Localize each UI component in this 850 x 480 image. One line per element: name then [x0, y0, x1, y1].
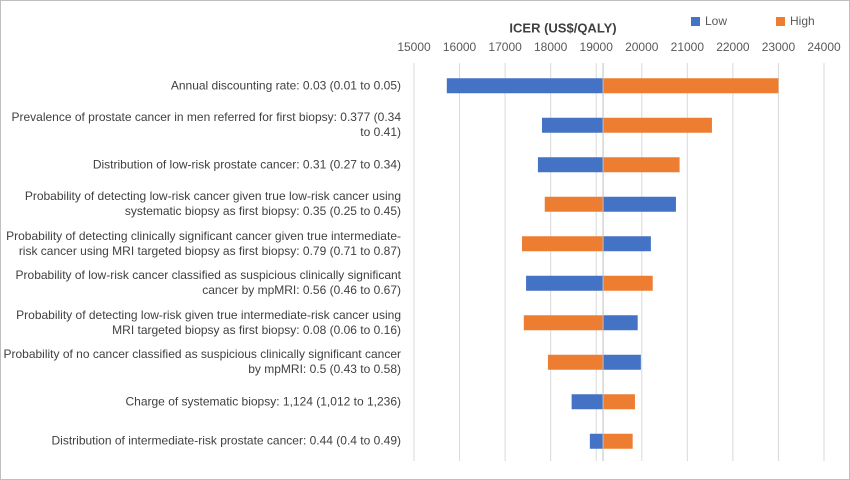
bar [542, 117, 604, 133]
bar [603, 117, 712, 133]
x-tick-label: 16000 [443, 40, 477, 54]
x-tick-label: 15000 [397, 40, 431, 54]
x-tick-label: 23000 [762, 40, 796, 54]
legend-label: High [790, 14, 815, 28]
category-label: Probability of detecting low-risk cancer… [24, 189, 401, 219]
bar [537, 157, 604, 173]
legend-swatch [691, 17, 700, 26]
category-label: Charge of systematic biopsy: 1,124 (1,01… [125, 394, 402, 409]
bar [446, 78, 604, 94]
bar [521, 236, 604, 252]
x-tick-label: 21000 [671, 40, 705, 54]
bar [603, 196, 676, 212]
bar [547, 354, 604, 370]
category-label: Distribution of intermediate-risk prosta… [51, 433, 402, 448]
category-label: Prevalence of prostate cancer in men ref… [11, 110, 401, 140]
legend-swatch [776, 17, 785, 26]
bar [589, 433, 604, 449]
x-tick-label: 22000 [716, 40, 750, 54]
bar [603, 157, 680, 173]
bar [603, 315, 638, 331]
x-tick-label: 24000 [807, 40, 841, 54]
category-label: Probability of low-risk cancer classifie… [15, 268, 401, 298]
x-tick-label: 18000 [534, 40, 568, 54]
bar [571, 394, 604, 410]
category-label: Probability of no cancer classified as s… [3, 347, 401, 377]
category-label: Annual discounting rate: 0.03 (0.01 to 0… [170, 78, 401, 93]
legend-label: Low [705, 14, 727, 28]
x-tick-label: 20000 [625, 40, 659, 54]
category-label: Probability of detecting clinically sign… [6, 228, 401, 258]
bar [603, 354, 641, 370]
bar [603, 236, 651, 252]
x-tick-label: 19000 [580, 40, 614, 54]
x-tick-label: 17000 [488, 40, 522, 54]
bar [544, 196, 604, 212]
category-label: Probability of detecting low-risk given … [16, 307, 401, 337]
bar [603, 275, 653, 291]
category-label: Distribution of low-risk prostate cancer… [92, 157, 401, 172]
bar [523, 315, 604, 331]
bar [603, 394, 635, 410]
bar [526, 275, 604, 291]
bar [603, 78, 779, 94]
bar [603, 433, 633, 449]
chart-title: ICER (US$/QALY) [509, 20, 616, 35]
